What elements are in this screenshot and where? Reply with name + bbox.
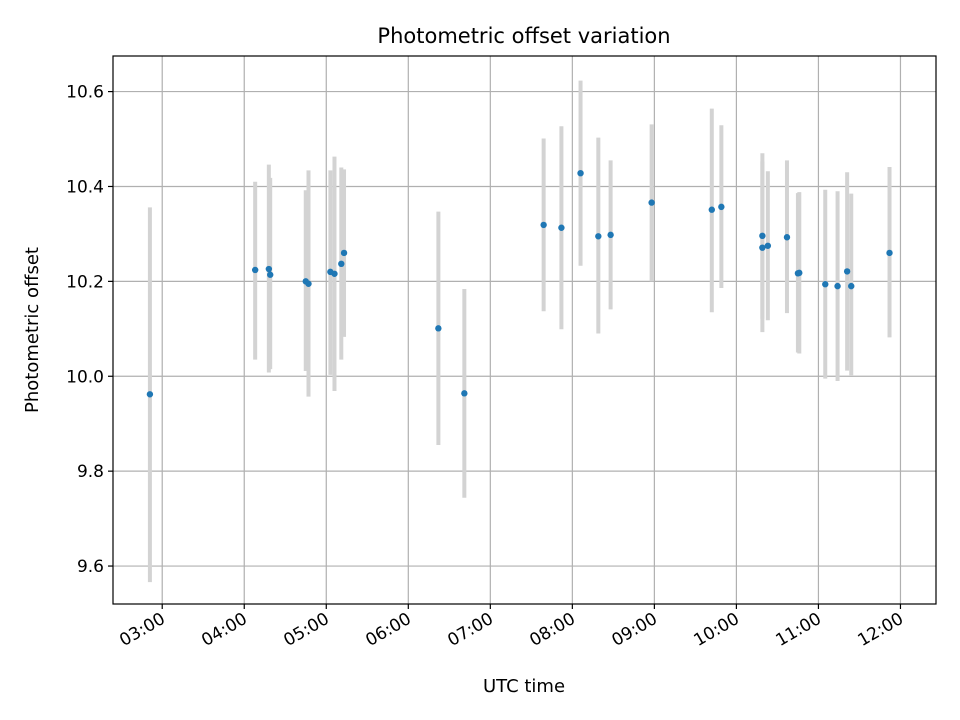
data-point xyxy=(558,224,565,231)
data-point xyxy=(648,199,655,206)
x-axis-title: UTC time xyxy=(483,676,565,697)
data-point xyxy=(843,268,851,275)
chart-title: Photometric offset variation xyxy=(377,24,670,48)
data-point xyxy=(331,270,338,277)
y-tick-label: 10.0 xyxy=(66,367,104,387)
data-point xyxy=(338,260,345,268)
data-point xyxy=(305,280,312,287)
y-tick-label: 10.2 xyxy=(66,272,104,292)
data-point xyxy=(146,391,154,398)
data-point xyxy=(577,169,584,177)
data-point xyxy=(265,265,273,273)
data-point xyxy=(251,266,259,274)
data-point xyxy=(759,244,766,251)
data-point xyxy=(783,234,791,241)
data-point xyxy=(848,282,855,290)
y-axis-title: Photometric offset xyxy=(22,247,43,413)
data-point xyxy=(461,390,468,397)
data-point xyxy=(834,282,841,290)
point-layer xyxy=(146,169,893,398)
data-point xyxy=(764,242,772,249)
y-tick-label: 9.8 xyxy=(77,462,104,482)
data-point xyxy=(796,269,803,277)
data-point xyxy=(607,231,614,239)
data-point xyxy=(595,233,602,240)
data-point xyxy=(267,271,274,278)
y-tick-label: 9.6 xyxy=(77,557,104,577)
plot-frame xyxy=(112,55,937,605)
data-point xyxy=(822,281,829,288)
data-point xyxy=(759,232,766,240)
data-point xyxy=(886,249,893,257)
data-point xyxy=(708,206,715,213)
y-tick-label: 10.4 xyxy=(66,177,104,197)
y-tick-label: 10.6 xyxy=(66,83,104,103)
grid-layer xyxy=(113,56,936,604)
data-point xyxy=(340,249,348,257)
data-point xyxy=(435,325,442,332)
data-point xyxy=(540,221,547,229)
data-point xyxy=(718,203,725,211)
